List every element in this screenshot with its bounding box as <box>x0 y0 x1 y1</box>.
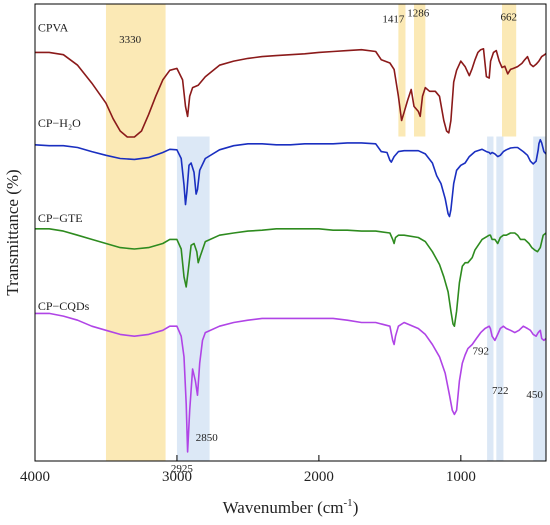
highlight-band-1 <box>398 4 406 137</box>
peak-annotation-5: 722 <box>492 385 509 397</box>
highlight-band-5 <box>487 136 494 461</box>
peak-annotation-4: 792 <box>472 345 489 357</box>
x-axis-ticks: 4000 3000 2000 1000 <box>20 455 476 485</box>
series-line-2 <box>35 228 547 327</box>
x-tick-label-0: 4000 <box>20 469 50 485</box>
series-label-0: CPVA <box>38 20 69 34</box>
series-line-0 <box>35 48 547 138</box>
series-label-1: CP−H₂O <box>38 116 81 130</box>
x-axis-title: Wavenumber (cm-1) <box>223 497 359 517</box>
series-label-3: CP−CQDs <box>38 299 90 313</box>
highlight-band-6 <box>496 136 504 461</box>
highlight-band-7 <box>533 136 546 461</box>
peak-annotation-0: 3330 <box>119 34 142 46</box>
peak-annotation-3: 662 <box>501 11 518 23</box>
series-labels: CPVA CP−H₂O CP−GTE CP−CQDs <box>38 20 90 313</box>
highlight-band-4 <box>176 136 210 461</box>
series-line-3 <box>35 312 547 453</box>
x-tick-label-2: 2000 <box>304 469 334 485</box>
peak-annotation-1: 1417 <box>382 14 405 26</box>
peak-annotation-7: 2925 <box>171 463 194 475</box>
x-axis-title-main: Wavenumber (cm <box>223 498 344 517</box>
highlight-bands <box>105 4 546 461</box>
x-axis-title-sup: -1 <box>344 497 353 509</box>
highlight-band-2 <box>413 4 426 137</box>
peak-annotation-8: 2850 <box>196 432 219 444</box>
series-line-1 <box>34 138 547 218</box>
plot-frame <box>34 3 547 462</box>
x-axis-title-close: ) <box>353 498 359 517</box>
peak-annotations: 3330 1417 1286 662 792 722 450 2925 2850 <box>119 8 543 475</box>
peak-annotation-6: 450 <box>526 389 543 401</box>
x-tick-label-3: 1000 <box>446 469 476 485</box>
x-tick-label-1: 3000 <box>162 469 192 485</box>
series-label-2: CP−GTE <box>38 211 83 225</box>
spectra-layer <box>34 48 547 453</box>
highlight-band-0 <box>105 4 166 461</box>
y-axis-title: Transmittance (%) <box>3 169 22 295</box>
peak-annotation-2: 1286 <box>407 8 430 20</box>
